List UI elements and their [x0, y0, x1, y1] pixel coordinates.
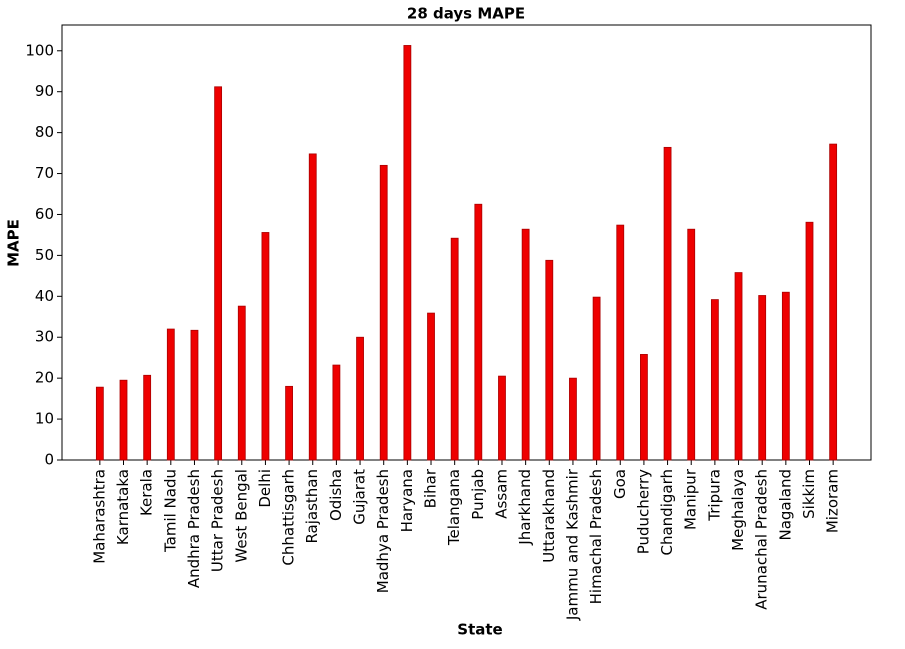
x-tick-label: West Bengal [232, 469, 250, 563]
bar [285, 385, 293, 461]
x-tick-label: Odisha [327, 469, 345, 521]
y-tick-label: 10 [35, 410, 54, 428]
x-tick-label: Himachal Pradesh [587, 469, 605, 604]
bar [95, 386, 104, 461]
x-tick-label: Punjab [469, 469, 487, 520]
bar [710, 299, 719, 461]
x-tick-label: Puducherry [634, 469, 652, 554]
bar [190, 329, 199, 461]
bar [758, 295, 767, 461]
x-tick-label: Maharashtra [90, 469, 108, 564]
x-tick-label: Jammu and Kashmir [563, 468, 581, 621]
x-tick-label: Chhattisgarh [280, 469, 298, 566]
bar [237, 305, 246, 461]
x-tick-label: Chandigarh [658, 469, 676, 556]
bar [214, 86, 223, 461]
bar [592, 296, 601, 461]
y-tick-label: 90 [35, 82, 54, 100]
bar [308, 153, 317, 461]
bar [356, 336, 364, 461]
x-tick-label: Karnataka [114, 469, 132, 545]
bar [663, 146, 672, 461]
x-tick-label: Manipur [682, 468, 700, 530]
x-tick-label: Gujarat [351, 469, 369, 525]
x-tick-label: Mizoram [824, 469, 842, 533]
bar [829, 143, 838, 461]
bar [119, 379, 128, 461]
bar [521, 228, 530, 461]
bar [166, 328, 175, 461]
x-tick-label: Meghalaya [729, 469, 747, 551]
x-tick-label: Sikkim [800, 469, 818, 519]
x-tick-label: Kerala [138, 469, 156, 516]
chart-title: 28 days MAPE [407, 5, 525, 23]
y-tick-label: 60 [35, 205, 54, 223]
x-tick-label: Jharkhand [516, 469, 534, 546]
y-tick-label: 80 [35, 123, 54, 141]
x-tick-label: Assam [492, 469, 510, 519]
x-tick-label: Madhya Pradesh [374, 469, 392, 593]
bar [143, 374, 152, 461]
bar [427, 312, 435, 461]
bar [498, 375, 506, 461]
x-tick-label: Haryana [398, 469, 416, 532]
x-tick-label: Nagaland [776, 469, 794, 541]
plot-frame [61, 24, 872, 461]
bar [403, 45, 412, 461]
bar [450, 237, 459, 461]
y-tick-label: 30 [35, 328, 54, 346]
x-tick-label: Tripura [705, 469, 723, 522]
x-tick-label: Tamil Nadu [161, 469, 179, 553]
y-axis-label: MAPE [5, 219, 23, 267]
bar [781, 291, 790, 461]
y-tick-label: 100 [25, 41, 54, 59]
x-tick-label: Telangana [445, 469, 463, 546]
bar [805, 221, 814, 461]
y-tick-label: 40 [35, 287, 54, 305]
x-tick-label: Uttarakhand [540, 469, 558, 563]
bar [332, 364, 341, 461]
bar [261, 232, 270, 461]
bar [640, 354, 648, 461]
x-tick-label: Arunachal Pradesh [753, 469, 771, 610]
bar [687, 228, 696, 461]
x-tick-label: Rajasthan [303, 469, 321, 544]
y-tick-label: 50 [35, 246, 54, 264]
x-tick-label: Delhi [256, 469, 274, 508]
y-tick-label: 0 [44, 451, 54, 469]
x-tick-label: Andhra Pradesh [185, 469, 203, 588]
bar [474, 203, 483, 461]
y-tick-label: 20 [35, 369, 54, 387]
bar [616, 224, 625, 461]
bar [379, 164, 388, 461]
x-tick-label: Uttar Pradesh [209, 469, 227, 572]
bar [545, 259, 554, 461]
bar [734, 272, 743, 461]
x-axis-label: State [457, 621, 502, 639]
bar [569, 377, 577, 461]
x-tick-label: Bihar [422, 468, 440, 508]
y-tick-label: 70 [35, 164, 54, 182]
x-tick-label: Goa [611, 469, 629, 499]
